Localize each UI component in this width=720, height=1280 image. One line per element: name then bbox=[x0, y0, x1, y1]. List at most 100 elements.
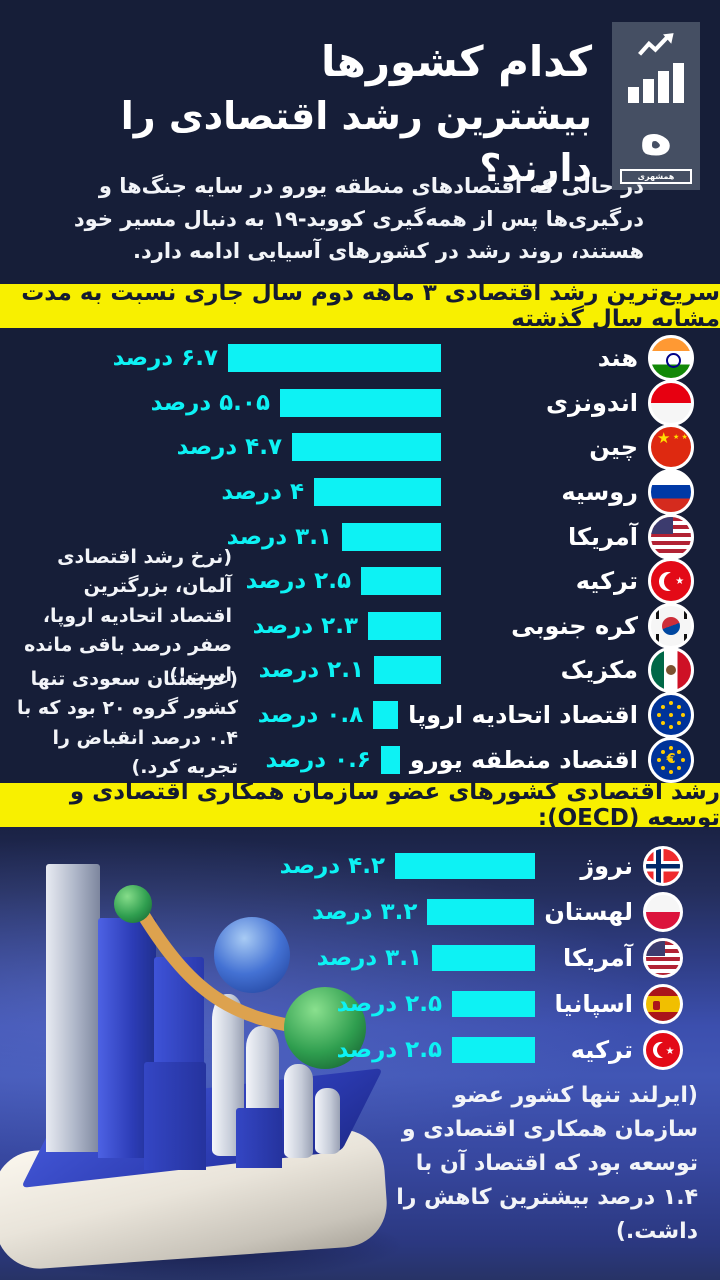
hamshahri-logo-mark: ه bbox=[639, 103, 673, 168]
mexico-flag-icon bbox=[648, 647, 694, 694]
usa-flag-icon bbox=[643, 938, 683, 978]
chart-row-usa: آمریکا ۳.۱ درصد bbox=[0, 935, 683, 981]
spain-flag-icon bbox=[643, 984, 683, 1024]
chart-row-turkey: ترکیه ۲.۵ درصد bbox=[0, 558, 694, 605]
growth-bar bbox=[395, 853, 535, 879]
growth-bar bbox=[314, 478, 441, 507]
growth-value: ۴.۲ درصد bbox=[279, 853, 385, 879]
india-flag-icon bbox=[648, 335, 694, 382]
usa-flag-icon bbox=[648, 513, 694, 560]
growth-bar bbox=[373, 701, 399, 730]
country-label: ترکیه bbox=[575, 567, 638, 596]
growth-bar bbox=[432, 945, 535, 971]
growth-chart-oecd: نروژ ۴.۲ درصد لهستان ۳.۲ درصد آمریکا ۳.۱ درصد… bbox=[0, 843, 720, 1075]
country-label: نروژ bbox=[580, 852, 633, 880]
chart-row-indonesia: اندونزی ۵.۰۵ درصد bbox=[0, 379, 694, 426]
growth-value: ۵.۰۵ درصد bbox=[150, 389, 270, 416]
country-label: آمریکا bbox=[563, 944, 633, 972]
growth-value: ۲.۵ درصد bbox=[245, 568, 351, 595]
southkorea-flag-icon bbox=[648, 602, 694, 649]
chart-row-eurozone: اقتصاد منطقه یورو ۰.۶ درصد bbox=[0, 736, 694, 783]
oecd-section: نروژ ۴.۲ درصد لهستان ۳.۲ درصد آمریکا ۳.۱ درصد… bbox=[0, 827, 720, 1280]
blue-cube-small bbox=[236, 1108, 282, 1168]
growth-bar bbox=[368, 611, 441, 640]
growth-value: ۲.۵ درصد bbox=[336, 991, 442, 1017]
country-label: ترکیه bbox=[570, 1036, 633, 1064]
chart-row-usa: آمریکا ۳.۱ درصد bbox=[0, 513, 694, 560]
blue-cube bbox=[144, 1062, 206, 1170]
poland-flag-icon bbox=[643, 892, 683, 932]
growth-bar bbox=[452, 1037, 535, 1063]
bar-chart-icon bbox=[628, 63, 684, 103]
3d-bar-chart-illustration bbox=[0, 845, 416, 1280]
ireland-note: (ایرلند تنها کشور عضو سازمان همکاری اقتص… bbox=[396, 1083, 698, 1245]
china-flag-icon bbox=[648, 424, 694, 471]
growth-value: ۰.۶ درصد bbox=[265, 746, 371, 773]
growth-bar bbox=[380, 745, 400, 774]
intro-paragraph: در حالی که اقتصادهای منطقه یورو در سایه … bbox=[73, 174, 644, 264]
growth-value: ۴ درصد bbox=[221, 479, 304, 506]
country-label: اسپانیا bbox=[554, 990, 633, 1018]
silver-bar bbox=[46, 864, 100, 1152]
growth-chart-quarterly: (نرخ رشد اقتصادی آلمان، بزرگترین اقتصاد … bbox=[0, 334, 720, 783]
turkey-flag-icon bbox=[643, 1030, 683, 1070]
country-label: اقتصاد منطقه یورو bbox=[409, 745, 638, 774]
chart-row-poland: لهستان ۳.۲ درصد bbox=[0, 889, 683, 935]
page-title: کدام کشورها بیشترین رشد اقتصادی را دارند… bbox=[112, 34, 592, 194]
hamshahri-logo: ه همشهری bbox=[612, 22, 700, 190]
russia-flag-icon bbox=[648, 469, 694, 516]
chart-row-china: چین ۴.۷ درصد bbox=[0, 424, 694, 471]
growth-bar bbox=[361, 567, 441, 596]
blue-sphere bbox=[214, 917, 290, 993]
chart-row-spain: اسپانیا ۲.۵ درصد bbox=[0, 981, 683, 1027]
chart-row-turkey: ترکیه ۲.۵ درصد bbox=[0, 1027, 683, 1073]
eu-flag-icon bbox=[648, 692, 694, 739]
chart-row-mexico: مکزیک ۲.۱ درصد bbox=[0, 647, 694, 694]
section1-banner: سریع‌ترین رشد اقتصادی ۳ ماهه دوم سال جار… bbox=[0, 280, 720, 332]
growth-bar bbox=[374, 656, 441, 685]
white-cylinder-4 bbox=[315, 1088, 340, 1154]
chart-row-india: هند ۶.۷ درصد bbox=[0, 335, 694, 382]
growth-bar bbox=[280, 388, 441, 417]
growth-value: ۲.۱ درصد bbox=[258, 657, 364, 684]
country-label: روسیه bbox=[561, 478, 638, 507]
growth-value: ۲.۳ درصد bbox=[252, 612, 358, 639]
green-sphere-large bbox=[284, 987, 366, 1069]
country-label: اقتصاد اتحادیه اروپا bbox=[408, 701, 638, 730]
growth-value: ۲.۵ درصد bbox=[336, 1037, 442, 1063]
growth-bar bbox=[427, 899, 535, 925]
growth-value: ۴.۷ درصد bbox=[176, 434, 282, 461]
country-label: لهستان bbox=[544, 898, 633, 926]
chart-row-eu: اقتصاد اتحادیه اروپا ۰.۸ درصد bbox=[0, 692, 694, 739]
norway-flag-icon bbox=[643, 846, 683, 886]
country-label: آمریکا bbox=[568, 522, 638, 551]
country-label: مکزیک bbox=[560, 656, 638, 685]
white-cylinder-3 bbox=[284, 1064, 313, 1158]
country-label: اندونزی bbox=[546, 388, 638, 417]
green-sphere-small bbox=[114, 885, 152, 923]
growth-bar bbox=[292, 433, 441, 462]
title-line-2: بیشترین رشد اقتصادی را دارند؟ bbox=[120, 94, 592, 190]
country-label: هند bbox=[597, 344, 638, 373]
growth-value: ۳.۱ درصد bbox=[316, 945, 422, 971]
turkey-flag-icon bbox=[648, 558, 694, 605]
country-label: کره جنوبی bbox=[511, 611, 638, 640]
growth-value: ۳.۱ درصد bbox=[226, 523, 332, 550]
title-line-1: کدام کشورها bbox=[320, 37, 592, 86]
growth-bar bbox=[228, 344, 441, 373]
eurozone-flag-icon bbox=[648, 736, 694, 783]
germany-note: (نرخ رشد اقتصادی آلمان، بزرگترین اقتصاد … bbox=[24, 546, 232, 686]
growth-value: ۰.۸ درصد bbox=[257, 702, 364, 729]
growth-value: ۶.۷ درصد bbox=[112, 345, 218, 372]
growth-value: ۳.۲ درصد bbox=[312, 899, 418, 925]
growth-bar bbox=[342, 522, 441, 551]
hamshahri-logo-wordmark: همشهری bbox=[620, 169, 692, 184]
chart-row-norway: نروژ ۴.۲ درصد bbox=[0, 843, 683, 889]
trend-arrow-icon bbox=[638, 33, 674, 56]
indonesia-flag-icon bbox=[648, 379, 694, 426]
saudi-note: (عربستان سعودی تنها کشور گروه ۲۰ بود که … bbox=[16, 668, 238, 779]
growth-bar bbox=[452, 991, 535, 1017]
chart-row-southkorea: کره جنوبی ۲.۳ درصد bbox=[0, 602, 694, 649]
chart-row-russia: روسیه ۴ درصد bbox=[0, 469, 694, 516]
